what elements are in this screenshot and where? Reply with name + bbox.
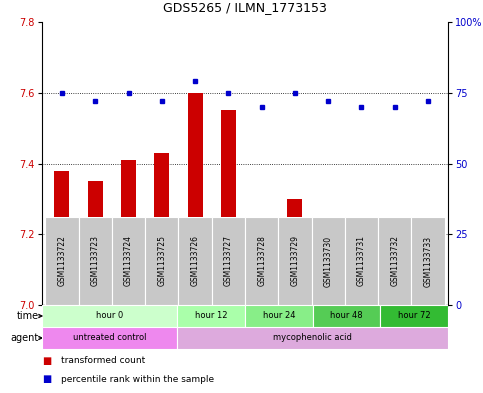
Text: GSM1133732: GSM1133732	[390, 235, 399, 286]
Text: GSM1133723: GSM1133723	[91, 235, 100, 286]
Text: agent: agent	[11, 333, 39, 343]
Text: mycophenolic acid: mycophenolic acid	[273, 334, 352, 343]
Bar	[121, 160, 136, 305]
Bar	[387, 301, 402, 305]
Bar	[245, 305, 313, 327]
Text: GSM1133728: GSM1133728	[257, 235, 266, 286]
Text: GSM1133730: GSM1133730	[324, 235, 333, 286]
Bar	[278, 217, 312, 305]
Bar	[42, 305, 177, 327]
Bar	[321, 241, 336, 305]
Text: GSM1133726: GSM1133726	[191, 235, 199, 286]
Bar	[177, 327, 448, 349]
Bar	[287, 199, 302, 305]
Bar	[45, 217, 79, 305]
Bar	[55, 171, 70, 305]
Bar	[345, 217, 378, 305]
Bar	[145, 217, 178, 305]
Text: GSM1133731: GSM1133731	[357, 235, 366, 286]
Bar	[221, 110, 236, 305]
Text: ■: ■	[42, 374, 51, 384]
Bar	[88, 181, 103, 305]
Text: GSM1133729: GSM1133729	[290, 235, 299, 286]
Text: GSM1133733: GSM1133733	[424, 235, 433, 286]
Text: ■: ■	[42, 356, 51, 366]
Bar	[212, 217, 245, 305]
Text: hour 0: hour 0	[96, 312, 123, 321]
Bar	[79, 217, 112, 305]
Bar	[378, 217, 412, 305]
Bar	[178, 217, 212, 305]
Text: untreated control: untreated control	[73, 334, 146, 343]
Text: GSM1133722: GSM1133722	[57, 235, 67, 286]
Bar	[254, 252, 269, 305]
Bar	[354, 301, 369, 305]
Bar	[187, 93, 202, 305]
Text: time: time	[17, 311, 39, 321]
Text: percentile rank within the sample: percentile rank within the sample	[61, 375, 214, 384]
Text: transformed count: transformed count	[61, 356, 145, 365]
Text: hour 72: hour 72	[398, 312, 430, 321]
Bar	[313, 305, 380, 327]
Text: hour 48: hour 48	[330, 312, 363, 321]
Text: hour 24: hour 24	[263, 312, 295, 321]
Bar	[312, 217, 345, 305]
Bar	[245, 217, 278, 305]
Bar	[42, 327, 177, 349]
Text: GSM1133727: GSM1133727	[224, 235, 233, 286]
Text: hour 12: hour 12	[195, 312, 227, 321]
Text: GSM1133725: GSM1133725	[157, 235, 166, 286]
Bar	[421, 255, 436, 305]
Bar	[154, 153, 169, 305]
Text: GDS5265 / ILMN_1773153: GDS5265 / ILMN_1773153	[163, 2, 327, 15]
Bar	[380, 305, 448, 327]
Bar	[177, 305, 245, 327]
Text: GSM1133724: GSM1133724	[124, 235, 133, 286]
Bar	[412, 217, 445, 305]
Bar	[112, 217, 145, 305]
